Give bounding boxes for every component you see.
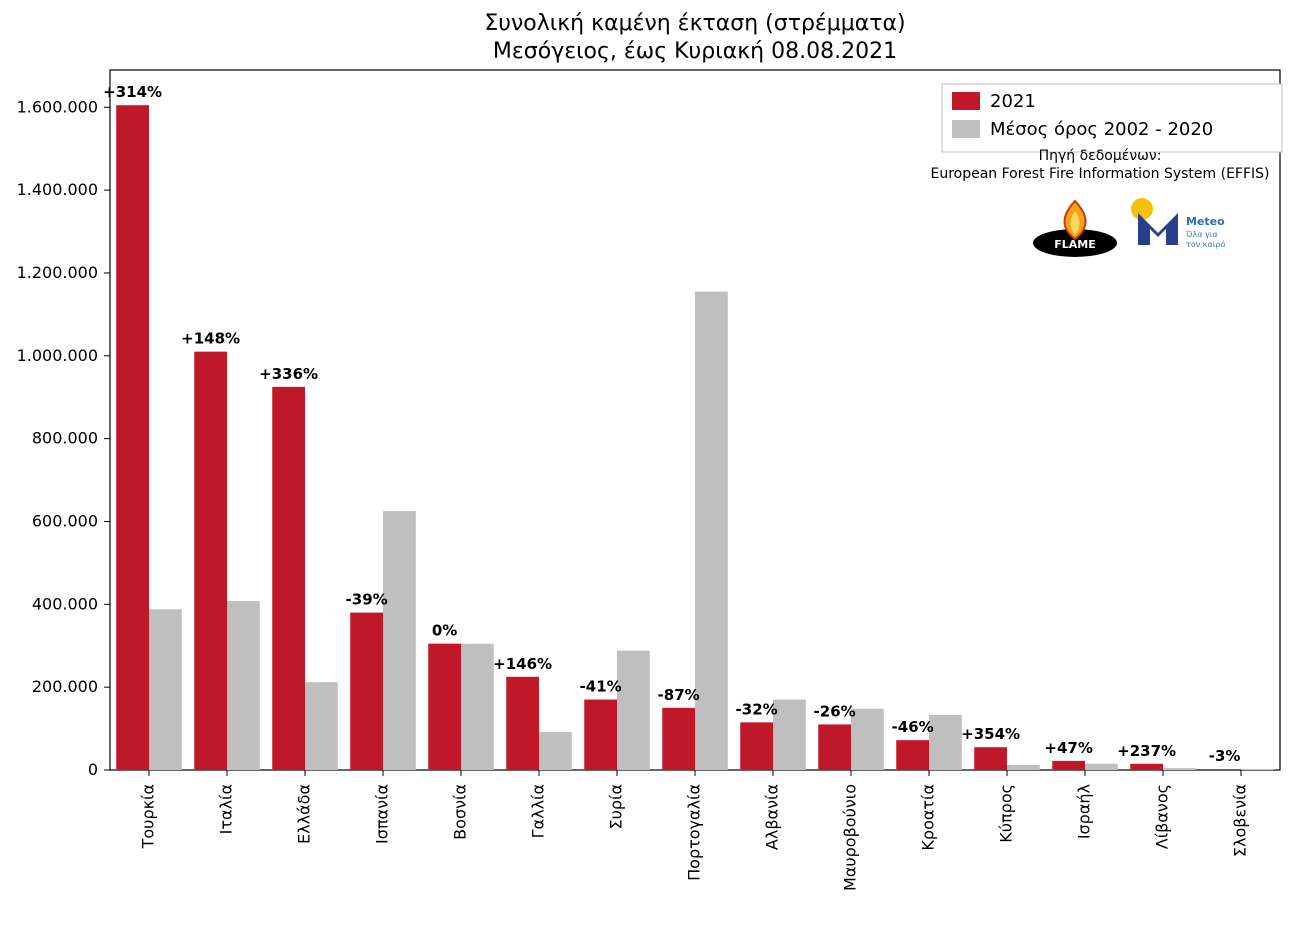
pct-annotation: +237% [1117,742,1176,760]
y-tick-label: 1.400.000 [17,180,98,199]
y-tick-label: 800.000 [32,429,98,448]
x-tick-label: Κροατία [919,784,938,851]
x-tick-label: Ελλάδα [295,784,314,844]
bar-2021 [1130,764,1163,770]
pct-annotation: -26% [814,702,856,720]
bar-avg [461,644,494,770]
bar-avg [617,651,650,770]
pct-annotation: +148% [181,330,240,348]
bar-2021 [272,387,305,770]
legend-label: Μέσος όρος 2002 - 2020 [990,119,1213,140]
pct-annotation: -41% [580,678,622,696]
bar-2021 [818,724,851,770]
bar-2021 [740,722,773,770]
x-tick-label: Λίβανος [1153,784,1172,849]
svg-text:τον καιρό: τον καιρό [1186,239,1225,249]
chart-svg: Συνολική καμένη έκταση (στρέμματα) Μεσόγε… [0,0,1302,934]
bar-2021 [584,700,617,770]
pct-annotation: +354% [961,725,1020,743]
bar-2021 [350,613,383,770]
legend-swatch [952,92,980,110]
x-tick-label: Συρία [607,784,626,829]
flame-logo: FLAME [1033,201,1117,257]
x-tick-label: Κύπρος [997,784,1016,843]
y-tick-label: 400.000 [32,594,98,613]
bar-avg [1007,765,1040,770]
bar-2021 [1208,769,1241,770]
source-line2: European Forest Fire Information System … [930,166,1269,182]
bar-2021 [194,352,227,770]
bar-2021 [506,677,539,770]
bar-2021 [974,747,1007,770]
bar-avg [1241,769,1274,770]
bar-avg [773,700,806,770]
x-tick-label: Πορτογαλία [685,784,704,881]
legend-swatch [952,120,980,138]
pct-annotation: -46% [892,718,934,736]
pct-annotation: 0% [432,622,457,640]
x-tick-label: Ιταλία [217,784,236,834]
bar-2021 [662,708,695,770]
bar-avg [383,511,416,770]
y-tick-label: 1.600.000 [17,97,98,116]
x-tick-label: Ισπανία [373,784,392,844]
x-tick-label: Βοσνία [451,784,470,840]
bar-avg [1085,764,1118,770]
bar-2021 [428,644,461,770]
pct-annotation: -39% [346,591,388,609]
y-tick-label: 1.200.000 [17,263,98,282]
x-tick-label: Σλοβενία [1231,784,1250,857]
bar-avg [695,292,728,770]
bar-avg [539,732,572,770]
bar-avg [1163,768,1196,770]
pct-annotation: +146% [493,655,552,673]
legend-label: 2021 [990,91,1036,112]
bar-2021 [116,105,149,770]
meteo-logo: MeteoΌλα γιατον καιρό [1131,198,1225,249]
x-tick-label: Ισραήλ [1075,784,1094,839]
pct-annotation: -32% [736,700,778,718]
svg-text:Όλα για: Όλα για [1185,229,1218,239]
pct-annotation: -3% [1209,747,1241,765]
chart-container: Συνολική καμένη έκταση (στρέμματα) Μεσόγε… [0,0,1302,934]
bar-avg [149,609,182,770]
svg-text:FLAME: FLAME [1054,238,1096,251]
bar-avg [227,601,260,770]
bar-avg [851,709,884,770]
chart-title-line1: Συνολική καμένη έκταση (στρέμματα) [484,11,905,36]
bar-2021 [896,740,929,770]
chart-title-line2: Μεσόγειος, έως Κυριακή 08.08.2021 [493,39,897,64]
bar-avg [929,715,962,770]
x-tick-label: Αλβανία [763,784,782,850]
y-tick-label: 1.000.000 [17,346,98,365]
bar-2021 [1052,761,1085,770]
x-tick-label: Γαλλία [529,784,548,838]
y-tick-label: 200.000 [32,677,98,696]
y-tick-label: 0 [88,760,98,779]
y-tick-label: 600.000 [32,511,98,530]
source-line1: Πηγή δεδομένων: [1039,148,1162,164]
x-tick-label: Τουρκία [139,784,158,849]
pct-annotation: +336% [259,365,318,383]
pct-annotation: +314% [103,83,162,101]
svg-text:Meteo: Meteo [1186,215,1225,228]
pct-annotation: -87% [658,686,700,704]
bar-avg [305,682,338,770]
pct-annotation: +47% [1044,739,1092,757]
x-tick-label: Μαυροβούνιο [841,784,860,891]
